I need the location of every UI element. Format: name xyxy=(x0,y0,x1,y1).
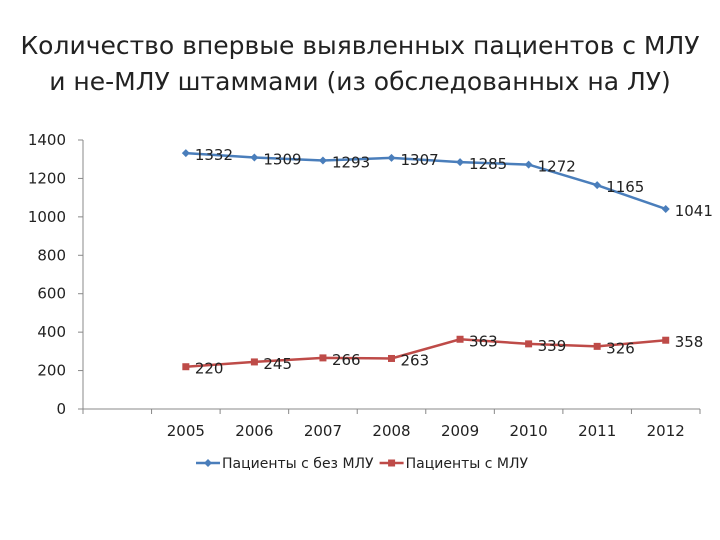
data-label: 326 xyxy=(606,339,635,357)
data-point-diamond xyxy=(181,149,190,158)
legend-label: Пациенты с без МЛУ xyxy=(222,456,374,472)
data-label: 245 xyxy=(263,355,292,373)
series-line-2 xyxy=(185,337,666,368)
data-point-square xyxy=(388,354,395,362)
data-point-diamond xyxy=(387,153,396,162)
chart-title-line-1: Количество впервые выявленных пациентов … xyxy=(20,31,700,60)
data-point-square xyxy=(182,363,190,371)
data-label: 266 xyxy=(332,351,361,369)
data-label: 263 xyxy=(401,351,430,369)
x-tick-label: 2012 xyxy=(647,422,685,440)
chart-title: Количество впервые выявленных пациентов … xyxy=(20,28,700,100)
y-tick-label: 1400 xyxy=(28,131,66,149)
x-tick-label: 2010 xyxy=(510,422,548,440)
y-tick-label: 800 xyxy=(37,246,66,264)
data-label: 1293 xyxy=(332,154,370,172)
data-point-diamond xyxy=(456,158,465,167)
x-tick-label: 2009 xyxy=(441,422,479,440)
y-tick-label: 600 xyxy=(37,285,66,303)
data-label: 363 xyxy=(469,332,498,350)
legend-marker-square xyxy=(388,459,396,467)
data-label: 1041 xyxy=(675,202,713,220)
y-tick-label: 1000 xyxy=(28,208,66,226)
x-tick-label: 2011 xyxy=(578,422,616,440)
data-label: 1309 xyxy=(263,150,301,168)
data-label: 220 xyxy=(195,360,224,378)
y-tick-label: 1200 xyxy=(28,169,66,187)
y-tick-label: 400 xyxy=(37,323,66,341)
legend-label: Пациенты с МЛУ xyxy=(406,456,529,472)
data-point-diamond xyxy=(593,181,602,190)
y-tick-label: 200 xyxy=(37,362,66,380)
x-tick-label: 2006 xyxy=(235,422,273,440)
data-label: 1332 xyxy=(195,146,233,164)
data-point-square xyxy=(662,336,670,344)
data-point-diamond xyxy=(661,204,670,213)
x-tick-label: 2007 xyxy=(304,422,342,440)
data-label: 358 xyxy=(675,333,704,351)
data-label: 1307 xyxy=(401,151,439,169)
data-label: 1165 xyxy=(606,178,644,196)
legend-marker-diamond xyxy=(204,459,212,467)
data-label: 1272 xyxy=(538,158,576,176)
x-tick-label: 2005 xyxy=(167,422,205,440)
data-point-square xyxy=(250,358,258,366)
y-tick-label: 0 xyxy=(56,400,66,418)
series-line-1 xyxy=(185,151,667,211)
data-point-square xyxy=(456,335,464,343)
data-point-diamond xyxy=(318,156,327,165)
data-point-square xyxy=(319,354,327,362)
data-label: 339 xyxy=(538,337,567,355)
data-point-square xyxy=(525,340,533,348)
data-point-diamond xyxy=(524,160,533,169)
data-point-diamond xyxy=(250,153,259,162)
data-point-square xyxy=(593,342,601,350)
data-label: 1285 xyxy=(469,155,507,173)
chart-title-line-2: и не-МЛУ штаммами (из обследованных на Л… xyxy=(49,67,671,96)
x-tick-label: 2008 xyxy=(372,422,410,440)
